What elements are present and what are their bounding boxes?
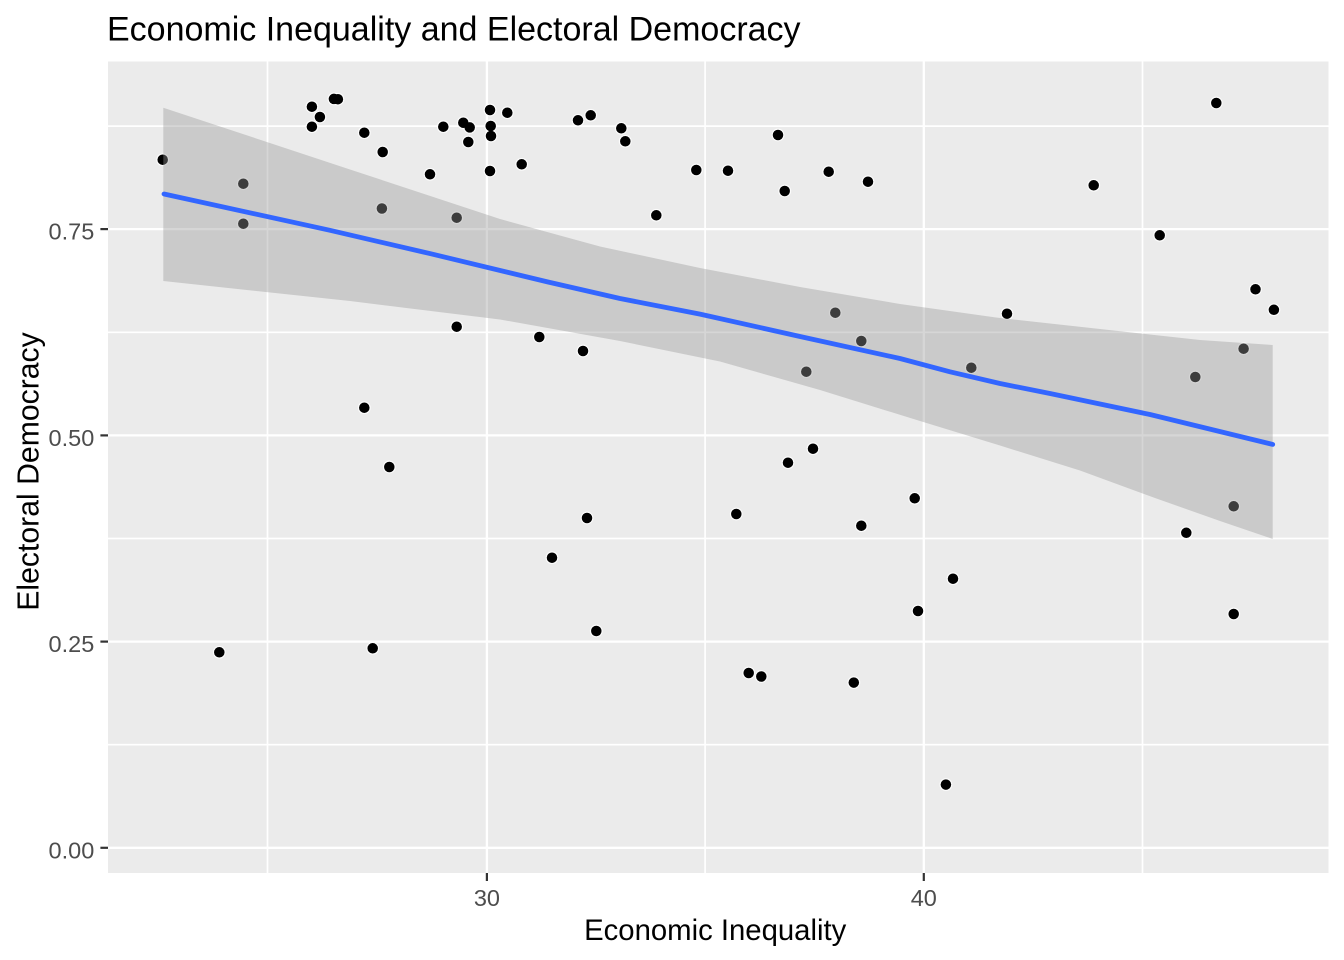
svg-text:0.50: 0.50 <box>49 425 95 451</box>
svg-text:Economic Inequality: Economic Inequality <box>584 914 847 947</box>
svg-text:0.00: 0.00 <box>49 837 95 863</box>
svg-text:Electoral Democracy: Electoral Democracy <box>13 331 46 610</box>
svg-text:Economic Inequality and Electo: Economic Inequality and Electoral Democr… <box>107 10 801 48</box>
svg-text:0.25: 0.25 <box>49 631 95 657</box>
svg-text:40: 40 <box>911 885 937 911</box>
svg-text:30: 30 <box>474 885 500 911</box>
svg-text:0.75: 0.75 <box>49 219 95 245</box>
